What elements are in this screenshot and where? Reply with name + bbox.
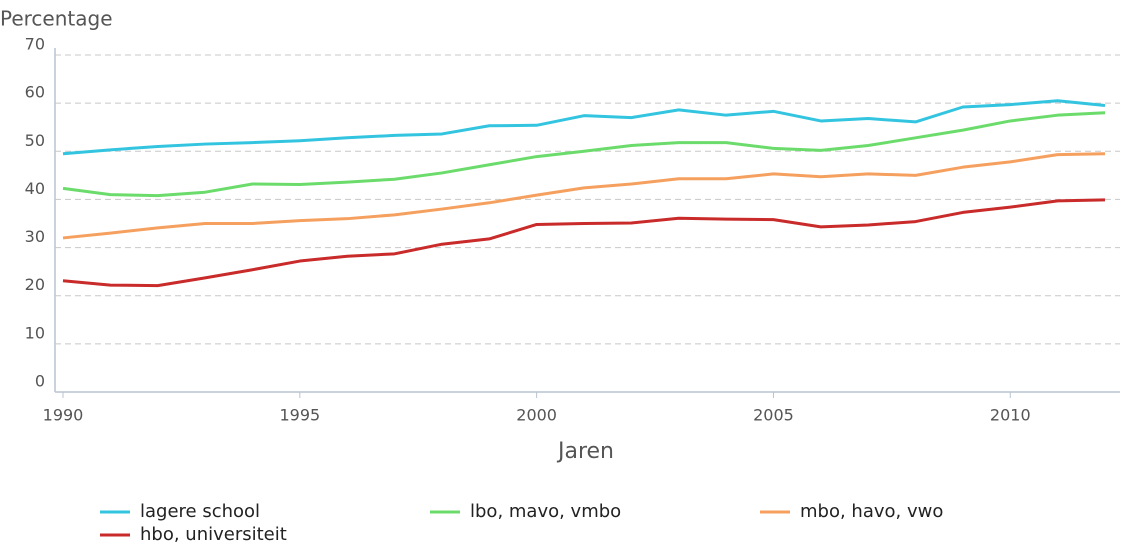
legend-label: hbo, universiteit [140, 524, 287, 545]
legend-label: lbo, mavo, vmbo [470, 501, 621, 522]
x-tick-label: 1995 [279, 406, 320, 425]
y-axis-label: Percentage [0, 7, 113, 31]
line-series [62, 111, 1106, 198]
x-tick-label: 2005 [753, 406, 794, 425]
x-axis-label: Jaren [556, 439, 614, 464]
y-tick-label: 40 [25, 179, 45, 198]
y-tick-label: 10 [25, 323, 45, 342]
y-tick-label: 30 [25, 227, 45, 246]
y-tick-label: 0 [35, 372, 45, 391]
line-series [62, 99, 1106, 156]
x-tick-label: 2010 [990, 406, 1031, 425]
x-tick-label: 1990 [43, 406, 84, 425]
legend-label: mbo, havo, vwo [800, 501, 943, 522]
legend-label: lagere school [140, 501, 260, 522]
line-series [62, 198, 1106, 288]
y-tick-label: 70 [25, 35, 45, 54]
line-series [62, 152, 1106, 240]
y-tick-label: 60 [25, 83, 45, 102]
y-tick-label: 50 [25, 131, 45, 150]
y-tick-label: 20 [25, 275, 45, 294]
x-tick-label: 2000 [516, 406, 557, 425]
